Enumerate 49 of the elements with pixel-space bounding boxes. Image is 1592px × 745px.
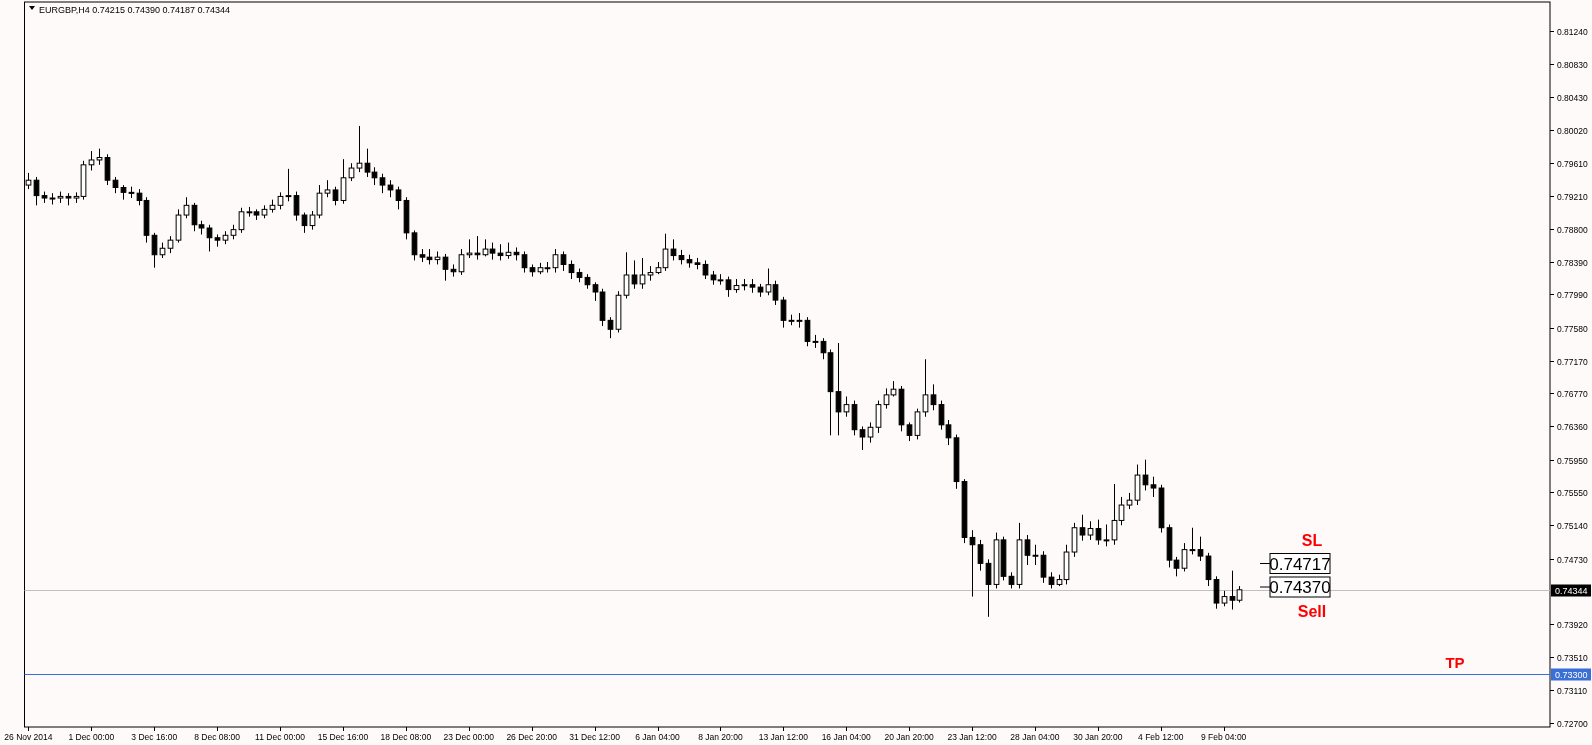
annotation: Sell <box>1297 602 1327 620</box>
x-tick-label: 1 Dec 00:00 <box>68 732 115 742</box>
x-tick-label: 6 Jan 04:00 <box>635 732 680 742</box>
y-tick-label: 0.76360 <box>1557 421 1588 432</box>
x-tick-label: 20 Jan 20:00 <box>884 732 934 742</box>
y-tick-label: 0.76770 <box>1557 388 1588 399</box>
y-tick-label: 0.80430 <box>1557 92 1588 103</box>
y-tick-label: 0.73110 <box>1557 685 1588 696</box>
x-tick-label: 13 Jan 12:00 <box>758 732 809 742</box>
y-tick-label: 0.81240 <box>1557 26 1588 37</box>
annotation: TP <box>1445 654 1465 672</box>
y-tick-label: 0.79210 <box>1557 191 1588 202</box>
x-tick-label: 23 Jan 12:00 <box>947 732 997 742</box>
annotation: 0.74717 <box>1269 554 1331 574</box>
ref-line-label: 0.73300 <box>1555 670 1588 680</box>
y-tick-label: 0.74730 <box>1557 554 1588 565</box>
x-tick-label: 26 Nov 2014 <box>4 732 53 742</box>
y-tick-label: 0.77580 <box>1557 323 1588 334</box>
x-tick-label: 30 Jan 20:00 <box>1073 732 1123 742</box>
x-tick-label: 18 Dec 08:00 <box>380 732 432 742</box>
y-tick-label: 0.75950 <box>1557 455 1588 466</box>
x-tick-label: 8 Jan 20:00 <box>698 732 743 742</box>
y-tick-label: 0.77990 <box>1557 289 1588 300</box>
x-tick-label: 26 Dec 20:00 <box>506 732 558 742</box>
x-tick-label: 8 Dec 08:00 <box>194 732 241 742</box>
x-tick-label: 9 Feb 04:00 <box>1200 732 1247 742</box>
annotation: 0.74370 <box>1269 578 1331 597</box>
y-tick-label: 0.79610 <box>1557 158 1588 169</box>
y-tick-label: 0.78390 <box>1557 257 1588 268</box>
y-tick-label: 0.73920 <box>1557 619 1588 630</box>
x-tick-label: 11 Dec 00:00 <box>255 732 306 742</box>
y-tick-label: 0.77170 <box>1557 356 1588 367</box>
y-tick-label: 0.80830 <box>1557 59 1588 70</box>
y-tick-label: 0.73510 <box>1557 652 1588 663</box>
x-tick-label: 4 Feb 12:00 <box>1138 732 1184 742</box>
x-tick-label: 23 Dec 00:00 <box>443 732 495 742</box>
x-tick-label: 3 Dec 16:00 <box>131 732 178 742</box>
y-tick-label: 0.75550 <box>1557 487 1588 498</box>
x-tick-label: 16 Jan 04:00 <box>821 732 872 742</box>
chart-title: EURGBP,H4 0.74215 0.74390 0.74187 0.74344 <box>39 5 230 15</box>
y-tick-label: 0.78800 <box>1557 224 1588 235</box>
ref-line-label: 0.74344 <box>1555 586 1588 596</box>
x-tick-label: 31 Dec 12:00 <box>569 732 621 742</box>
annotation: SL <box>1301 532 1323 549</box>
y-tick-label: 0.80020 <box>1557 125 1588 136</box>
y-tick-label: 0.75140 <box>1557 520 1588 531</box>
x-tick-label: 28 Jan 04:00 <box>1010 732 1060 742</box>
y-tick-label: 0.72700 <box>1557 718 1588 729</box>
x-tick-label: 15 Dec 16:00 <box>317 732 369 742</box>
